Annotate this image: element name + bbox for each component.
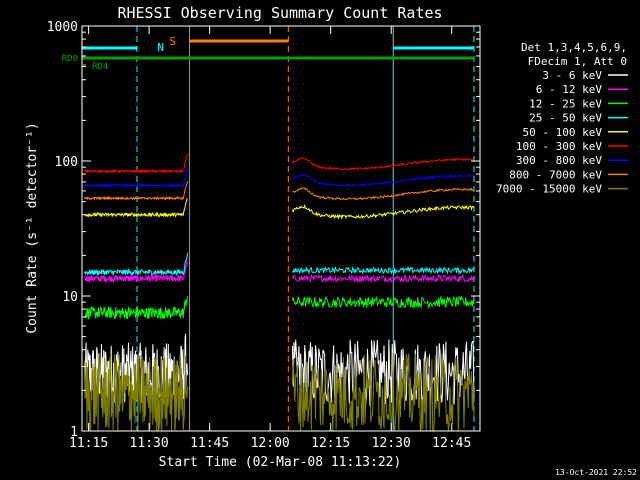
series-line-4	[84, 252, 188, 277]
series-line-9	[291, 353, 475, 432]
flag-label-s: S	[169, 35, 176, 48]
flag-marker-rd4	[83, 64, 86, 67]
series-line-2	[291, 273, 475, 284]
timestamp: 13-Oct-2021 22:52	[555, 468, 637, 477]
x-axis-label: Start Time (02-Mar-08 11:13:22)	[159, 455, 402, 470]
series-line-1	[291, 339, 475, 407]
x-tick-label: 12:00	[251, 436, 290, 451]
series-line-9	[84, 353, 188, 432]
y-tick-label: 1000	[47, 20, 78, 35]
series-line-8	[84, 180, 188, 201]
x-tick-label: 12:45	[432, 436, 471, 451]
legend-header-line-1: Det 1,3,4,5,6,9,	[521, 41, 627, 54]
plot-frame	[81, 25, 481, 432]
y-tick-label: 1	[70, 425, 78, 440]
flag-label-rd0: RD0	[62, 54, 78, 64]
series-line-6	[291, 157, 475, 171]
y-tick-label: 10	[62, 290, 78, 305]
series-line-6	[84, 153, 188, 175]
chart-title: RHESSI Observing Summary Count Rates	[117, 4, 442, 22]
flag-label-n: N	[157, 41, 164, 54]
series-line-4	[291, 265, 475, 275]
x-tick-label: 11:30	[130, 436, 169, 451]
y-tick-label: 100	[55, 155, 78, 170]
legend-label: 3 - 6 keV	[542, 69, 602, 82]
x-tick-label: 11:15	[69, 436, 108, 451]
legend-label: 300 - 800 keV	[516, 154, 602, 167]
series-line-3	[84, 295, 188, 320]
legend-label: 25 - 50 keV	[529, 112, 602, 125]
y-axis-label: Count Rate (s⁻¹ detector⁻¹)	[25, 122, 40, 333]
series-line-5	[84, 197, 188, 218]
series-line-3	[291, 295, 475, 310]
legend-header-line-2: FDecim 1, Att 0	[528, 55, 627, 68]
flag-label-rd4: RD4	[92, 62, 108, 72]
series-line-5	[291, 203, 475, 221]
legend-label: 50 - 100 keV	[523, 126, 603, 139]
legend-label: 7000 - 15000 keV	[496, 183, 602, 196]
series-line-2	[84, 260, 188, 284]
series-line-7	[292, 173, 475, 187]
x-tick-label: 11:45	[190, 436, 229, 451]
x-tick-label: 12:30	[372, 436, 411, 451]
series-line-8	[292, 187, 475, 201]
legend-label: 100 - 300 keV	[516, 140, 602, 153]
legend-label: 800 - 7000 keV	[509, 168, 602, 181]
series-line-7	[84, 168, 188, 189]
legend-label: 12 - 25 keV	[529, 97, 602, 110]
legend-label: 6 - 12 keV	[536, 83, 603, 96]
x-tick-label: 12:15	[311, 436, 350, 451]
